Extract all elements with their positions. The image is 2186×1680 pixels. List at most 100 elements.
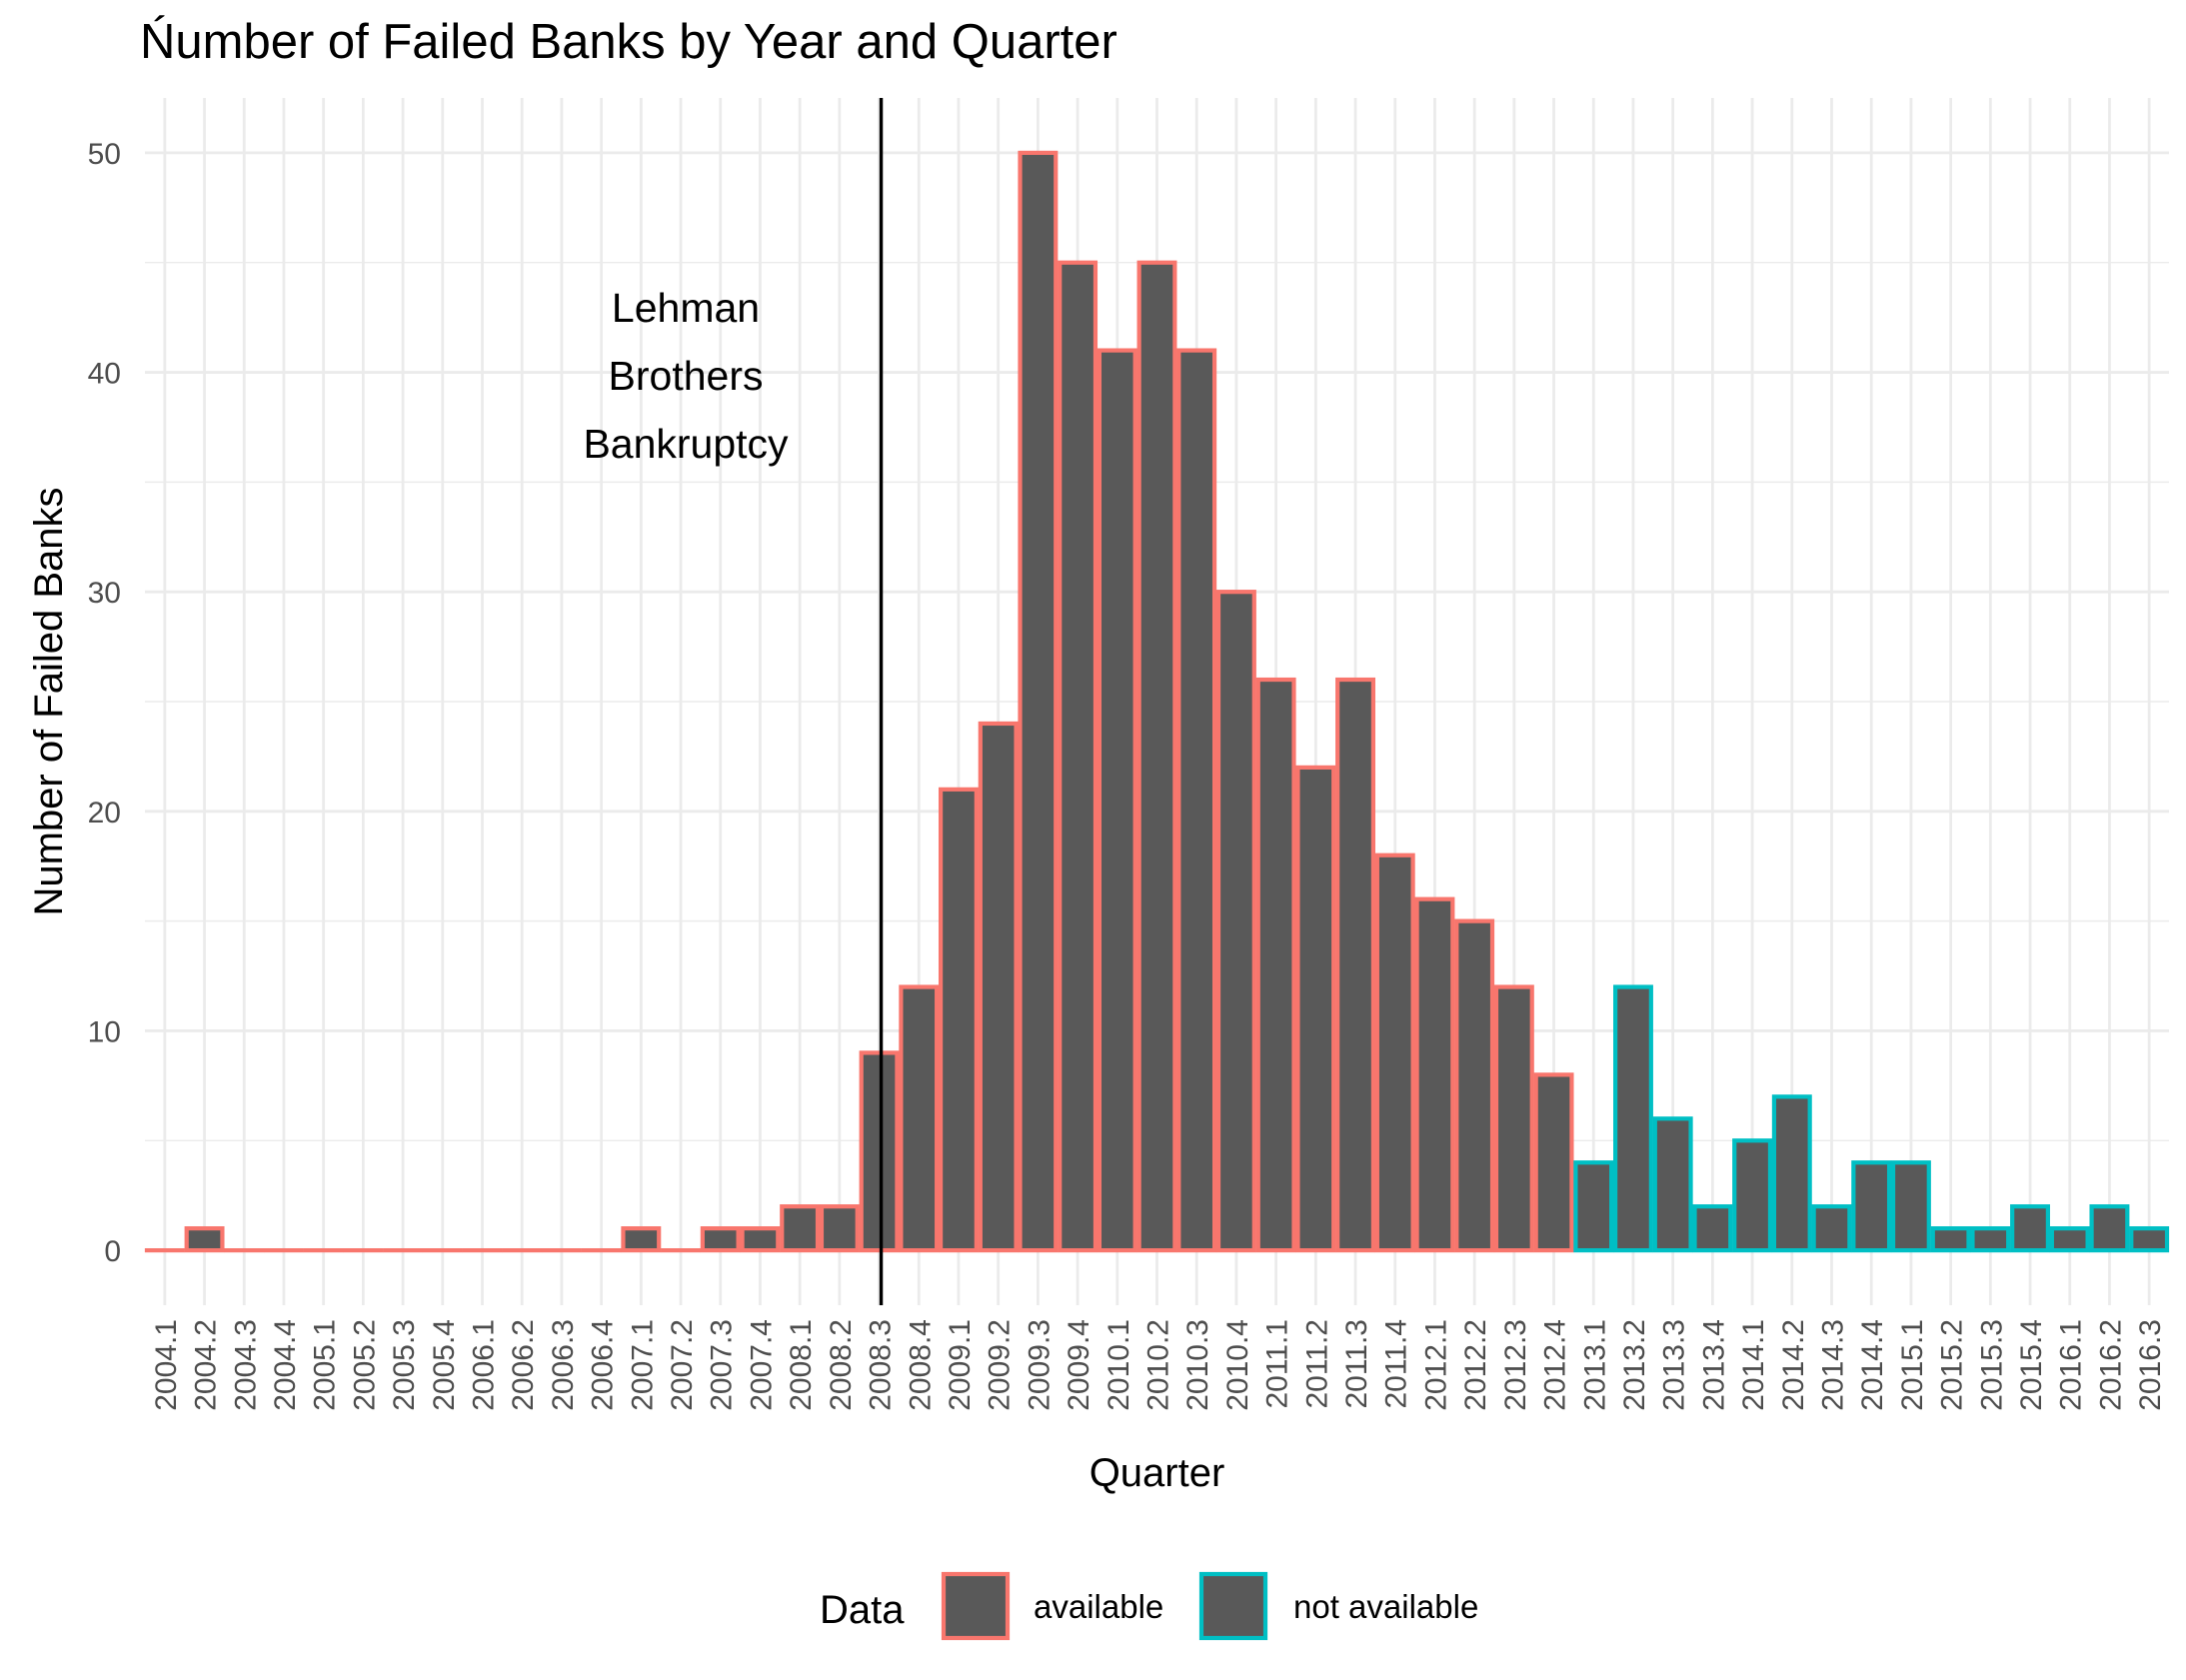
bar-2007.4 <box>740 1226 781 1253</box>
x-tick-label: 2006.2 <box>507 1319 540 1411</box>
bar-2011.1 <box>1255 677 1296 1253</box>
bar-2015.3 <box>1970 1226 2011 1253</box>
x-tick-label: 2009.2 <box>984 1319 1017 1411</box>
x-tick-label: 2010.2 <box>1142 1319 1175 1411</box>
legend-title: Data <box>820 1588 905 1632</box>
y-tick-label: 10 <box>88 1015 121 1048</box>
bar-2010.1 <box>1096 348 1137 1253</box>
x-tick-label: 2012.3 <box>1499 1319 1532 1411</box>
x-tick-label: 2005.1 <box>309 1319 342 1411</box>
x-tick-label: 2007.1 <box>626 1319 659 1411</box>
x-tick-label: 2009.4 <box>1063 1319 1095 1411</box>
annotation-line: Lehman <box>612 285 760 331</box>
x-tick-label: 2008.4 <box>904 1319 937 1411</box>
x-tick-label: 2014.4 <box>1856 1319 1889 1411</box>
bar-2008.4 <box>899 984 940 1253</box>
bar-2009.1 <box>939 787 979 1253</box>
x-tick-label: 2015.3 <box>1975 1319 2008 1411</box>
x-tick-label: 2010.3 <box>1181 1319 1214 1411</box>
x-tick-label: 2004.3 <box>229 1319 262 1411</box>
x-tick-label: 2004.4 <box>269 1319 302 1411</box>
bar-2015.1 <box>1890 1160 1931 1253</box>
y-axis-title: Number of Failed Banks <box>27 487 71 915</box>
bar-2008.1 <box>780 1204 821 1253</box>
bar-2011.4 <box>1374 852 1415 1253</box>
x-tick-label: 2009.1 <box>944 1319 977 1411</box>
x-tick-label: 2016.3 <box>2134 1319 2167 1411</box>
bar-2012.3 <box>1493 984 1534 1253</box>
x-tick-label: 2006.4 <box>587 1319 620 1411</box>
x-tick-label: 2005.3 <box>388 1319 421 1411</box>
bar-2014.1 <box>1732 1138 1773 1253</box>
bar-2016.1 <box>2049 1226 2090 1253</box>
bar-2015.4 <box>2010 1204 2050 1253</box>
legend-label-available: available <box>1034 1588 1163 1625</box>
bar-2009.2 <box>978 721 1019 1253</box>
bar-2013.1 <box>1573 1160 1614 1253</box>
bar-2012.1 <box>1414 896 1455 1253</box>
x-tick-label: 2008.1 <box>785 1319 818 1411</box>
legend-label-not-available: not available <box>1293 1588 1478 1625</box>
x-tick-label: 2010.1 <box>1102 1319 1135 1411</box>
bar-2013.4 <box>1692 1204 1733 1253</box>
x-tick-labels: 2004.1 2004.2 2004.3 2004.4 2005.1 2005.2 2005… <box>150 1319 2167 1411</box>
bar-2012.4 <box>1533 1072 1574 1253</box>
bar-2010.2 <box>1136 260 1177 1253</box>
x-tick-label: 2011.1 <box>1261 1319 1294 1409</box>
x-tick-label: 2012.2 <box>1459 1319 1492 1411</box>
x-tick-label: 2006.3 <box>547 1319 580 1411</box>
x-tick-label: 2012.4 <box>1539 1319 1572 1411</box>
x-tick-label: 2011.3 <box>1340 1319 1373 1409</box>
bar-2011.3 <box>1335 677 1375 1253</box>
bar-2013.3 <box>1652 1116 1693 1253</box>
x-tick-label: 2014.2 <box>1777 1319 1810 1411</box>
legend-key-not-available <box>1198 1571 1268 1641</box>
bar-2007.1 <box>621 1226 662 1253</box>
x-tick-label: 2010.4 <box>1221 1319 1254 1411</box>
x-tick-label: 2014.3 <box>1817 1319 1850 1411</box>
bar-2015.2 <box>1930 1226 1971 1253</box>
bar-2007.3 <box>700 1226 741 1253</box>
x-tick-label: 2011.2 <box>1300 1319 1333 1409</box>
x-tick-label: 2015.1 <box>1896 1319 1929 1411</box>
x-tick-label: 2004.2 <box>190 1319 223 1411</box>
bar-2013.2 <box>1613 984 1653 1253</box>
bar-2014.2 <box>1771 1094 1812 1253</box>
x-axis-title: Quarter <box>1090 1451 1225 1495</box>
x-tick-label: 2007.3 <box>706 1319 739 1411</box>
x-tick-label: 2013.4 <box>1697 1319 1730 1411</box>
bar-2010.4 <box>1215 590 1256 1253</box>
bar-2012.2 <box>1454 918 1495 1253</box>
x-tick-label: 2006.1 <box>468 1319 501 1411</box>
bar-2010.3 <box>1176 348 1217 1253</box>
y-tick-label: 30 <box>88 577 121 610</box>
x-tick-label: 2015.4 <box>2015 1319 2048 1411</box>
x-tick-label: 2005.4 <box>428 1319 461 1411</box>
x-tick-label: 2008.2 <box>825 1319 858 1411</box>
bar-2016.2 <box>2089 1204 2130 1253</box>
x-tick-label: 2016.1 <box>2055 1319 2088 1411</box>
x-tick-label: 2015.2 <box>1936 1319 1969 1411</box>
x-tick-label: 2011.4 <box>1380 1319 1413 1409</box>
legend-key-available <box>941 1571 1011 1641</box>
x-tick-label: 2007.4 <box>745 1319 778 1411</box>
x-tick-label: 2007.2 <box>666 1319 699 1411</box>
bars <box>144 150 2170 1253</box>
x-tick-label: 2013.1 <box>1578 1319 1611 1411</box>
y-tick-labels: 0 10 20 30 40 50 <box>88 138 121 1268</box>
bar-2014.4 <box>1851 1160 1892 1253</box>
bar-2009.4 <box>1058 260 1098 1253</box>
x-tick-label: 2016.2 <box>2094 1319 2127 1411</box>
bar-2009.3 <box>1018 150 1059 1253</box>
x-tick-label: 2009.3 <box>1023 1319 1056 1411</box>
x-tick-label: 2012.1 <box>1419 1319 1452 1411</box>
y-tick-label: 50 <box>88 138 121 171</box>
x-tick-label: 2013.2 <box>1618 1319 1651 1411</box>
y-tick-label: 0 <box>104 1235 121 1268</box>
bar-2011.2 <box>1295 765 1336 1253</box>
chart-title: Ńumber of Failed Banks by Year and Quart… <box>140 15 1117 69</box>
bar-2014.3 <box>1811 1204 1852 1253</box>
x-tick-label: 2004.1 <box>150 1319 183 1411</box>
x-tick-label: 2013.3 <box>1658 1319 1691 1411</box>
